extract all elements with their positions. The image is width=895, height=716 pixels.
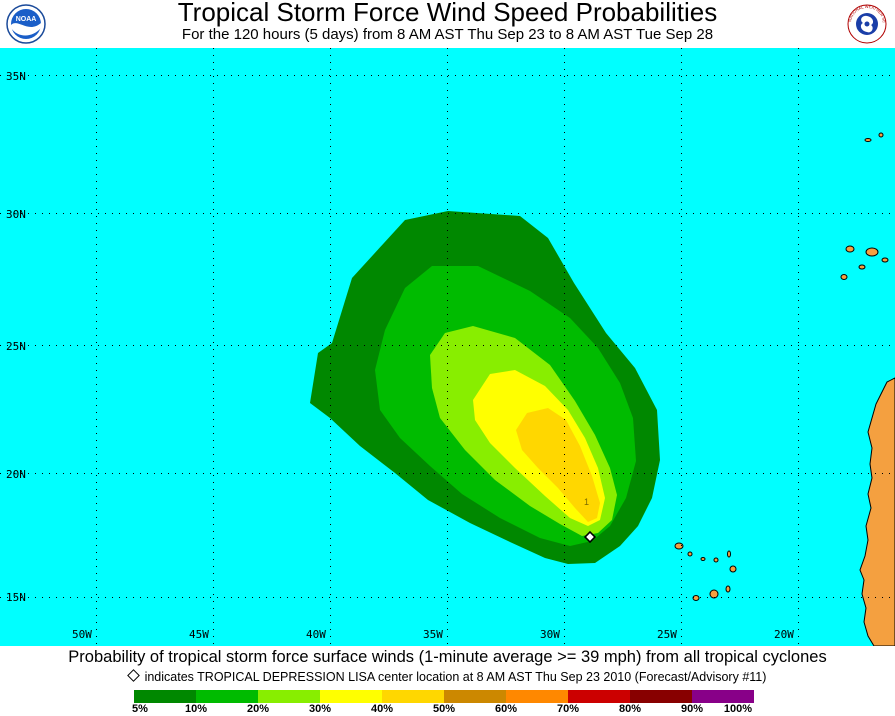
noaa-logo-text: NOAA <box>16 16 37 23</box>
legend-label: 60% <box>494 703 518 715</box>
page-subtitle: For the 120 hours (5 days) from 8 AM AST… <box>181 26 714 43</box>
longitude-labels: 50W 45W 40W 35W 30W 25W 20W <box>72 628 794 641</box>
legend-label: 100% <box>723 703 753 715</box>
storm-track-label: 1 <box>584 497 589 507</box>
probability-legend-bar <box>134 690 754 703</box>
header: NOAA Tropical Storm Force Wind Speed Pro… <box>0 0 895 48</box>
legend-label: 5% <box>132 703 148 715</box>
longitude-label: 35W <box>423 628 443 641</box>
legend-swatch <box>444 690 506 703</box>
latitude-label: 20N <box>6 468 26 481</box>
latitude-label: 35N <box>6 70 26 83</box>
cape-verde-islands <box>674 542 737 601</box>
diamond-marker-icon <box>126 669 140 682</box>
storm-center-marker <box>583 530 597 544</box>
legend-label: 20% <box>246 703 270 715</box>
legend-swatch <box>630 690 692 703</box>
storm-center-note-text: indicates TROPICAL DEPRESSION LISA cente… <box>144 670 767 684</box>
legend-swatch <box>382 690 444 703</box>
longitude-label: 20W <box>774 628 794 641</box>
longitude-label: 30W <box>540 628 560 641</box>
legend-label: 70% <box>556 703 580 715</box>
legend-label: 80% <box>618 703 642 715</box>
latitude-label: 25N <box>6 340 26 353</box>
nws-logo: NATIONAL WEATHER SERVICE <box>847 4 887 44</box>
legend-label: 10% <box>184 703 208 715</box>
legend-label: 30% <box>308 703 332 715</box>
legend-label: 90% <box>680 703 704 715</box>
longitude-label: 40W <box>306 628 326 641</box>
page-title: Tropical Storm Force Wind Speed Probabil… <box>177 0 718 27</box>
legend-swatch <box>506 690 568 703</box>
longitude-label: 25W <box>657 628 677 641</box>
legend-swatch <box>258 690 320 703</box>
canary-islands <box>840 245 889 280</box>
legend-swatch <box>692 690 754 703</box>
latitude-labels: 35N 30N 25N 20N 15N <box>6 70 26 604</box>
legend-swatch <box>196 690 258 703</box>
legend-swatch <box>320 690 382 703</box>
legend-label: 50% <box>432 703 456 715</box>
probability-legend-labels: 5% 10% 20% 30% 40% 50% 60% 70% 80% 90% 100% <box>0 703 895 716</box>
longitude-label: 45W <box>189 628 209 641</box>
probability-zone-40-percent <box>516 408 600 522</box>
madeira-islands <box>864 132 884 142</box>
longitude-label: 50W <box>72 628 92 641</box>
legend-swatch <box>134 690 196 703</box>
storm-center-note: indicates TROPICAL DEPRESSION LISA cente… <box>0 669 895 684</box>
latitude-label: 30N <box>6 208 26 221</box>
africa-landmass <box>859 377 895 646</box>
legend-swatch <box>568 690 630 703</box>
latitude-label: 15N <box>6 591 26 604</box>
legend-label: 40% <box>370 703 394 715</box>
probability-map: 35N 30N 25N 20N 15N 50W 45W 40W 35W 30W … <box>0 48 895 646</box>
noaa-logo: NOAA <box>6 4 46 44</box>
map-caption: Probability of tropical storm force surf… <box>68 648 827 666</box>
